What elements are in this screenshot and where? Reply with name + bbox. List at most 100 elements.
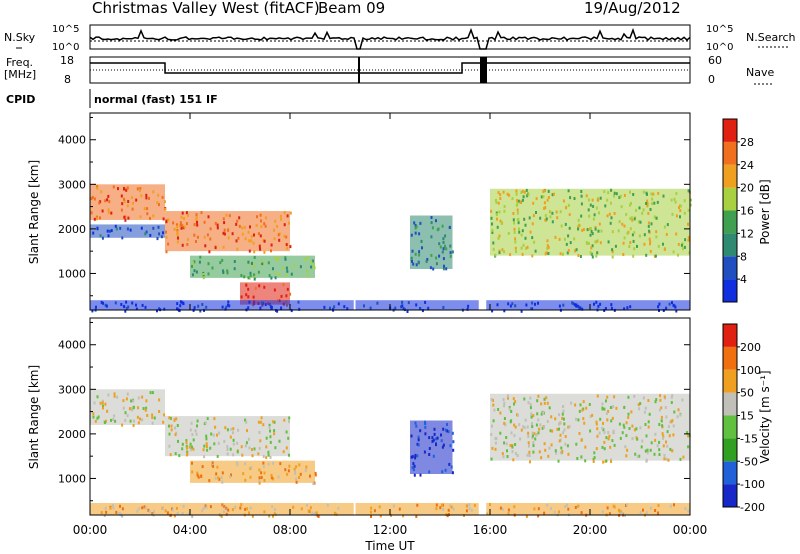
power-cell: [149, 233, 152, 237]
velocity-cell: [273, 512, 276, 516]
velocity-cell: [268, 514, 271, 518]
velocity-cell: [529, 406, 532, 410]
velocity-cell: [114, 419, 117, 423]
velocity-cell: [232, 453, 235, 457]
velocity-cell: [503, 421, 506, 425]
power-cell: [283, 211, 286, 215]
power-cell: [578, 224, 581, 228]
power-cell: [546, 239, 549, 243]
power-cell: [273, 288, 276, 292]
velocity-cell: [130, 399, 133, 403]
power-cell: [245, 283, 248, 287]
power-cell: [683, 245, 686, 249]
power-cell: [610, 303, 613, 307]
power-cell: [492, 241, 495, 245]
power-cell: [590, 252, 593, 256]
power-cell: [96, 186, 99, 190]
velocity-cell: [681, 398, 684, 402]
velocity-cell: [285, 430, 288, 434]
velocity-cell: [258, 479, 261, 483]
velocity-cell: [509, 444, 512, 447]
power-cell: [687, 208, 690, 212]
velocity-cell: [216, 454, 219, 458]
velocity-cell: [551, 429, 554, 433]
velocity-cell: [213, 442, 216, 446]
power-cell: [645, 202, 648, 205]
velocity-cell: [647, 425, 650, 429]
power-cell: [442, 247, 445, 251]
power-cell: [679, 209, 682, 213]
power-cell: [607, 191, 610, 195]
velocity-cell: [274, 508, 276, 512]
power-cell: [511, 197, 514, 201]
power-cell: [444, 244, 446, 248]
velocity-cell: [511, 450, 514, 454]
velocity-cell: [116, 395, 119, 399]
power-cell: [186, 243, 189, 246]
velocity-cell: [503, 404, 506, 408]
power-cell: [610, 216, 613, 220]
velocity-cell: [257, 452, 260, 456]
velocity-cell: [131, 408, 133, 412]
velocity-cell: [305, 465, 308, 469]
power-cell: [176, 225, 179, 229]
velocity-cell: [299, 472, 302, 476]
power-cell: [562, 199, 565, 203]
power-cell: [532, 201, 535, 205]
power-cell: [564, 222, 567, 226]
velocity-cell: [491, 424, 493, 428]
power-cell: [431, 226, 434, 230]
velocity-cell: [497, 408, 500, 411]
velocity-cell: [647, 420, 650, 424]
velocity-cell: [638, 407, 641, 411]
velocity-cell: [650, 441, 653, 445]
power-cell: [176, 234, 179, 238]
velocity-cell: [470, 508, 473, 512]
velocity-cell: [531, 436, 534, 440]
velocity-cell: [272, 461, 275, 465]
velocity-cell: [673, 410, 676, 414]
velocity-cell: [121, 423, 124, 427]
velocity-cell: [223, 505, 226, 509]
velocity-cell: [151, 416, 154, 419]
velocity-cell: [143, 505, 146, 509]
velocity-cell: [525, 514, 528, 518]
velocity-cell: [528, 454, 531, 457]
velocity-cell: [550, 415, 553, 419]
power-cell: [121, 236, 124, 240]
power-cell: [149, 216, 151, 220]
power-cell: [618, 195, 621, 199]
power-cell: [415, 263, 418, 267]
power-cell: [625, 212, 628, 216]
power-cell: [249, 273, 252, 277]
velocity-cell: [618, 422, 621, 426]
velocity-cell: [605, 412, 608, 415]
power-cell: [573, 197, 576, 200]
power-cell: [658, 302, 661, 306]
power-cell: [604, 204, 607, 208]
velocity-cell: [205, 505, 208, 509]
power-cell: [140, 194, 143, 198]
velocity-cell: [618, 510, 621, 514]
velocity-cell: [502, 455, 505, 459]
power-cell: [531, 236, 534, 240]
power-cell: [165, 230, 167, 234]
velocity-cell: [506, 455, 509, 458]
velocity-cell: [244, 507, 247, 511]
velocity-cell: [370, 515, 372, 518]
velocity-cell: [506, 449, 508, 453]
power-cell: [96, 185, 99, 189]
power-cell: [185, 211, 188, 215]
power-cell: [635, 208, 638, 212]
velocity-cell: [591, 413, 594, 417]
power-cell: [176, 230, 179, 234]
velocity-cell: [644, 423, 647, 426]
velocity-cell: [151, 512, 154, 516]
power-cell: [157, 193, 160, 197]
velocity-cell: [141, 418, 144, 422]
velocity-cell: [561, 412, 564, 416]
power-cell: [598, 211, 600, 215]
velocity-cell: [370, 506, 373, 510]
velocity-cell: [515, 452, 517, 456]
power-cell: [104, 199, 107, 203]
